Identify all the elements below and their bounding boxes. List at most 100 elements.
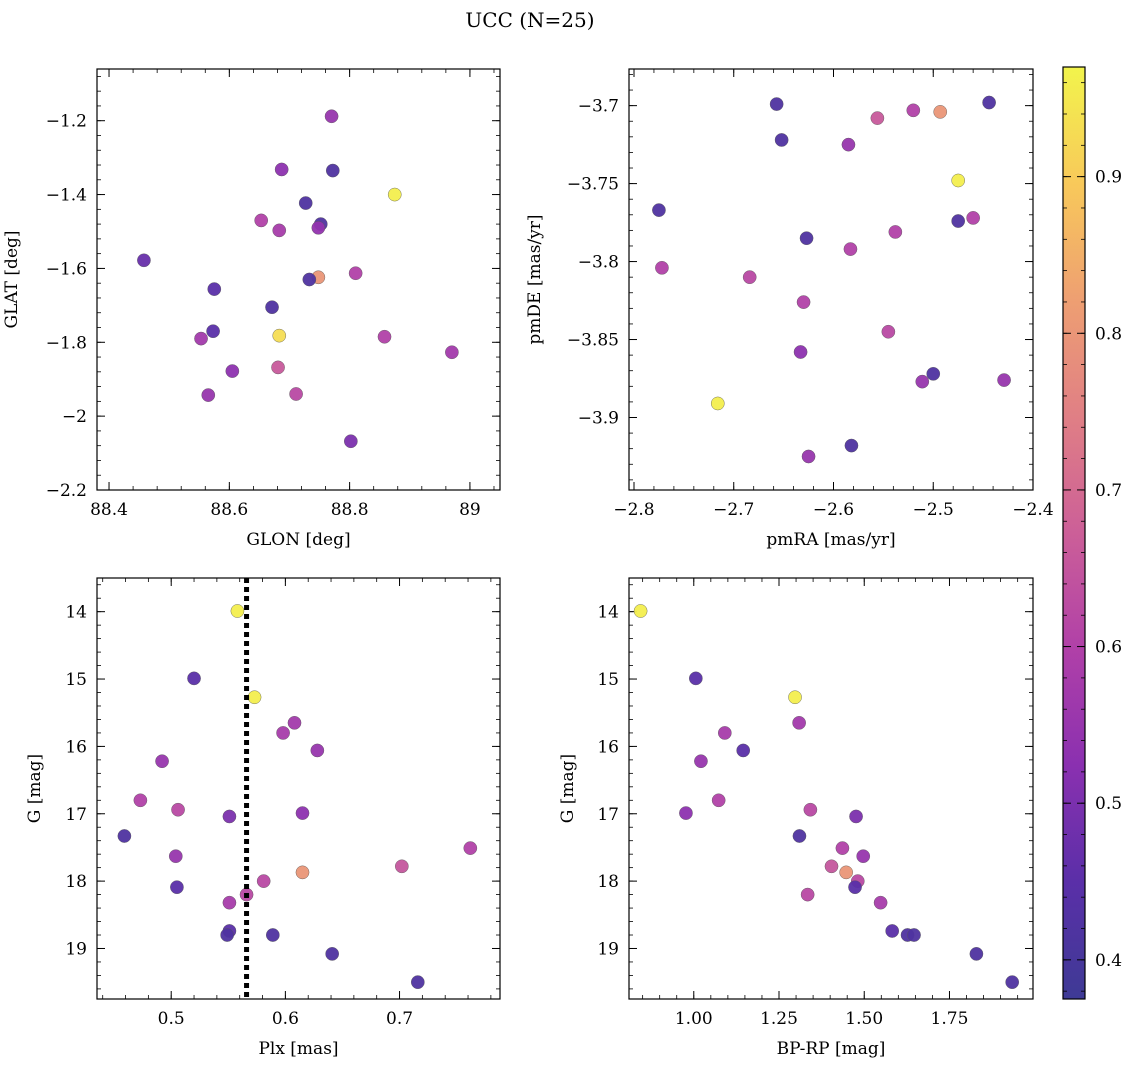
scatter-point	[769, 97, 784, 111]
scatter-point	[344, 434, 358, 449]
y-tick-label: 14	[597, 603, 619, 623]
x-tick-label: 1.25	[760, 1009, 798, 1029]
scatter-point	[377, 329, 392, 344]
scatter-point	[395, 859, 409, 874]
x-tick-label: 88.6	[210, 500, 248, 520]
y-tick-label: 16	[597, 737, 619, 757]
scatter-point	[844, 438, 859, 453]
colorbar-gradient	[1062, 66, 1086, 1000]
x-tick-label: −2.5	[913, 500, 954, 520]
scatter-points	[117, 604, 478, 989]
colorbar-tick-label: 0.5	[1095, 794, 1122, 814]
x-tick-label: 1.50	[845, 1009, 883, 1029]
y-tick-label: 17	[597, 805, 619, 825]
y-tick-label: −1.4	[46, 186, 87, 206]
x-tick-label: 88.4	[90, 500, 128, 520]
y-axis-label: GLAT [deg]	[2, 230, 22, 328]
scatter-point	[187, 671, 201, 686]
scatter-point	[295, 806, 310, 820]
scatter-point	[835, 841, 850, 855]
scatter-point	[272, 223, 287, 238]
scatter-point	[736, 743, 751, 758]
scatter-point	[997, 373, 1011, 387]
scatter-point	[849, 809, 863, 824]
y-tick-label: −3.7	[578, 97, 619, 117]
scatter-point	[225, 364, 240, 378]
scatter-point	[873, 895, 888, 910]
scatter-point	[287, 716, 302, 730]
y-tick-label: −3.85	[567, 331, 619, 351]
scatter-point	[194, 331, 208, 346]
scatter-point	[222, 809, 237, 824]
scatter-point	[926, 367, 941, 381]
scatter-point	[655, 261, 669, 275]
scatter-point	[411, 975, 425, 989]
minor-ticks	[97, 69, 500, 490]
scatter-point	[792, 716, 806, 730]
scatter-point	[247, 690, 262, 705]
scatter-point	[117, 829, 132, 843]
scatter-point	[803, 802, 818, 817]
y-axis-label: pmDE [mas/yr]	[525, 214, 545, 344]
scatter-points	[652, 95, 1011, 464]
scatter-point	[792, 829, 807, 843]
x-tick-label: 0.6	[272, 1009, 299, 1029]
x-tick-label: 88.8	[331, 500, 369, 520]
scatter-point	[324, 109, 339, 124]
scatter-point	[848, 880, 862, 894]
panel-plx-g: 0.5 0.6 0.7 14 15 16 17 18 19 Plx [mas] G [mag]	[25, 577, 501, 1059]
x-axis-label: Plx [mas]	[258, 1039, 338, 1059]
scatter-point	[906, 103, 921, 118]
scatter-point	[1005, 975, 1020, 989]
panel-pm: −2.8 −2.7 −2.6 −2.5 −2.4 −3.7 −3.75 −3.8 −3.85 −3…	[525, 68, 1054, 550]
scatter-point	[254, 213, 269, 228]
y-tick-label: 17	[65, 805, 87, 825]
scatter-point	[463, 841, 478, 855]
colorbar-tick-label: 0.4	[1095, 951, 1122, 971]
y-tick-label: −1.2	[46, 112, 87, 132]
scatter-point	[689, 671, 703, 686]
scatter-point	[171, 802, 185, 817]
y-tick-label: 15	[65, 670, 87, 690]
y-tick-label: 14	[65, 603, 87, 623]
scatter-point	[951, 173, 965, 188]
scatter-point	[289, 387, 303, 401]
axes-frame	[96, 68, 501, 491]
scatter-points	[633, 604, 1020, 989]
scatter-point	[133, 793, 148, 808]
scatter-point	[311, 220, 326, 235]
scatter-point	[839, 865, 853, 880]
y-tick-label: −2.2	[46, 481, 87, 501]
y-axis-label: G [mag]	[558, 754, 578, 823]
scatter-point	[888, 225, 903, 239]
scatter-point	[222, 895, 237, 910]
scatter-point	[302, 272, 317, 287]
x-tick-label: −2.7	[713, 500, 754, 520]
scatter-points	[137, 109, 459, 449]
panel-cmd: 1.00 1.25 1.50 1.75 14 15 16 17 18 19 BP-RP [mag] G…	[558, 577, 1034, 1059]
scatter-point	[718, 726, 732, 740]
scatter-point	[387, 187, 402, 202]
minor-ticks	[629, 578, 1033, 999]
x-tick-label: 0.5	[158, 1009, 185, 1029]
axes-frame	[628, 68, 1034, 491]
scatter-point	[799, 231, 814, 245]
scatter-point	[969, 947, 984, 961]
scatter-point	[206, 324, 220, 339]
scatter-point	[679, 806, 693, 820]
colorbar-tick-label: 0.8	[1095, 324, 1122, 344]
scatter-point	[295, 865, 310, 880]
colorbar-tick-label: 0.9	[1095, 168, 1122, 188]
scatter-point	[256, 874, 271, 888]
x-tick-label: −2.6	[813, 500, 854, 520]
colorbar-tick-label: 0.6	[1095, 638, 1122, 658]
scatter-point	[652, 203, 666, 217]
scatter-point	[274, 162, 289, 177]
y-tick-label: −3.75	[567, 175, 619, 195]
x-axis-label: BP-RP [mag]	[777, 1039, 886, 1059]
scatter-point	[272, 328, 287, 343]
scatter-point	[170, 880, 184, 894]
scatter-point	[633, 604, 648, 618]
y-tick-label: 16	[65, 737, 87, 757]
